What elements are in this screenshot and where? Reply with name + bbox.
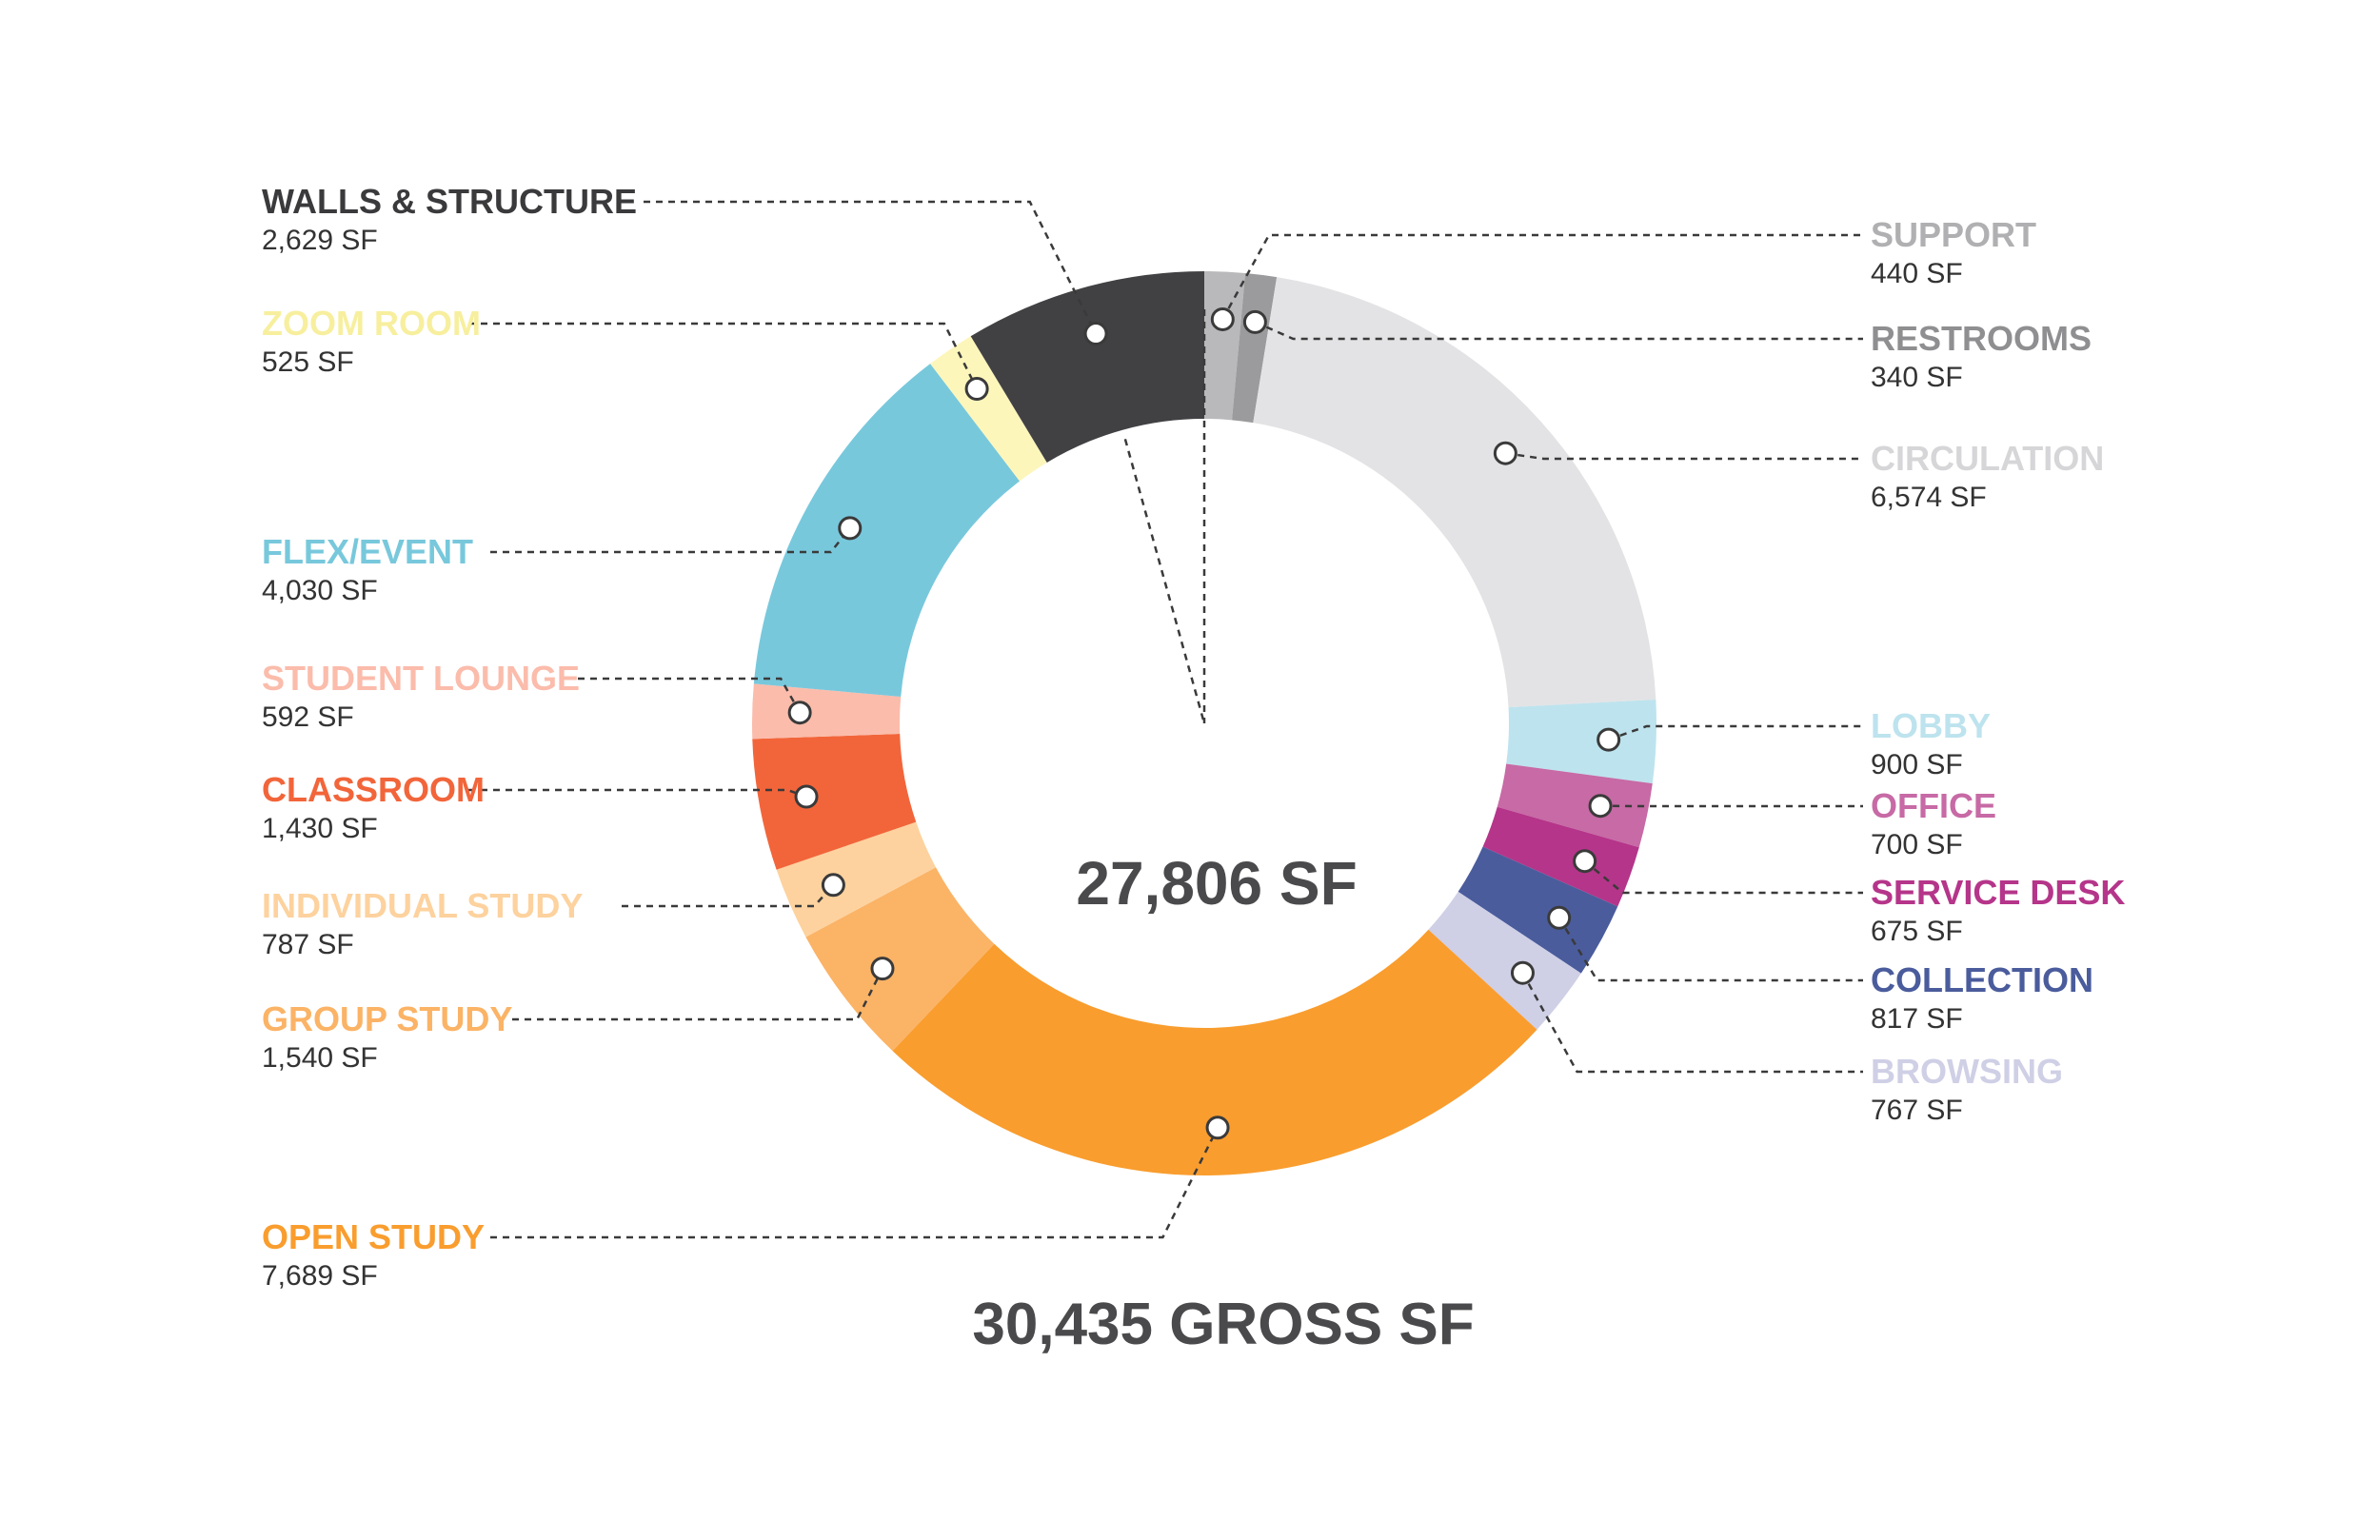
marker-support (1210, 306, 1235, 331)
marker-open-study (1205, 1116, 1230, 1140)
leader-open-study (490, 1127, 1220, 1239)
leader-group-study (512, 968, 884, 1021)
marker-student-lounge (787, 701, 812, 725)
slice-service-desk (1482, 806, 1639, 907)
leader-collection (1557, 917, 1863, 982)
leader-lines (468, 200, 1863, 1239)
value-support: 440 SF (1871, 258, 1963, 289)
label-restrooms: RESTROOMS (1871, 319, 2092, 358)
slice-group-study (805, 867, 995, 1052)
marker-individual-study (821, 873, 845, 898)
slice-lobby (1506, 700, 1656, 784)
marker-zoom-room (964, 376, 989, 401)
slice-student-lounge (752, 683, 902, 740)
marker-walls-structure (1083, 322, 1108, 346)
value-group-study: 1,540 SF (262, 1042, 378, 1074)
slice-circulation (1253, 277, 1656, 708)
leader-student-lounge (578, 677, 802, 714)
value-flex-event: 4,030 SF (262, 575, 378, 606)
leader-browsing (1521, 972, 1863, 1074)
marker-office (1588, 794, 1613, 819)
value-circulation: 6,574 SF (1871, 482, 1987, 513)
leader-walls-structure (644, 200, 1098, 335)
value-restrooms: 340 SF (1871, 362, 1963, 393)
label-student-lounge: STUDENT LOUNGE (262, 659, 580, 698)
leader-restrooms (1254, 321, 1863, 341)
label-walls-structure: WALLS & STRUCTURE (262, 182, 637, 221)
value-browsing: 767 SF (1871, 1095, 1963, 1126)
marker-collection (1547, 905, 1572, 930)
slice-restrooms (1232, 272, 1278, 424)
leader-service-desk (1583, 859, 1863, 895)
center-leader-diagonal (1123, 439, 1206, 724)
slice-labels: SUPPORT 440 SF RESTROOMS 340 SF CIRCULATION 6… (262, 182, 2125, 1292)
label-office: OFFICE (1871, 786, 1996, 825)
marker-classroom (794, 784, 819, 809)
label-individual-study: INDIVIDUAL STUDY (262, 886, 583, 925)
marker-restrooms (1242, 309, 1267, 334)
value-office: 700 SF (1871, 829, 1963, 860)
label-zoom-room: ZOOM ROOM (262, 304, 481, 343)
label-circulation: CIRCULATION (1871, 439, 2104, 478)
label-lobby: LOBBY (1871, 706, 1991, 745)
value-classroom: 1,430 SF (262, 813, 378, 844)
label-browsing: BROWSING (1871, 1052, 2063, 1091)
center-total-label: 27,806 SF (1076, 849, 1357, 918)
label-group-study: GROUP STUDY (262, 999, 512, 1038)
slice-zoom-room (930, 336, 1047, 482)
label-collection: COLLECTION (1871, 960, 2093, 999)
value-open-study: 7,689 SF (262, 1260, 378, 1292)
label-flex-event: FLEX/EVENT (262, 532, 473, 571)
leader-lobby (1608, 724, 1863, 741)
slice-individual-study (776, 821, 936, 938)
label-service-desk: SERVICE DESK (1871, 873, 2125, 912)
slice-flex-event (753, 364, 1021, 697)
leader-circulation (1505, 451, 1863, 461)
value-individual-study: 787 SF (262, 929, 354, 960)
leader-classroom (468, 788, 807, 799)
slice-support (1204, 271, 1246, 421)
slice-browsing (1428, 891, 1581, 1030)
marker-group-study (870, 957, 895, 981)
label-open-study: OPEN STUDY (262, 1217, 485, 1256)
value-service-desk: 675 SF (1871, 916, 1963, 947)
value-zoom-room: 525 SF (262, 346, 354, 378)
marker-service-desk (1573, 849, 1597, 874)
marker-circulation (1493, 441, 1517, 465)
value-lobby: 900 SF (1871, 749, 1963, 780)
marker-flex-event (838, 516, 863, 541)
value-walls-structure: 2,629 SF (262, 225, 378, 256)
gross-total-label: 30,435 GROSS SF (972, 1292, 1474, 1357)
slice-walls-structure (970, 271, 1204, 463)
marker-lobby (1597, 727, 1621, 752)
slice-office (1497, 763, 1653, 848)
value-student-lounge: 592 SF (262, 701, 354, 733)
value-collection: 817 SF (1871, 1003, 1963, 1035)
slice-classroom (752, 734, 917, 870)
slice-collection (1458, 846, 1618, 974)
label-classroom: CLASSROOM (262, 770, 485, 809)
leader-zoom-room (468, 322, 979, 390)
donut-slices (752, 271, 1656, 1175)
slice-open-study (892, 929, 1537, 1175)
marker-browsing (1510, 960, 1535, 985)
label-support: SUPPORT (1871, 215, 2036, 254)
